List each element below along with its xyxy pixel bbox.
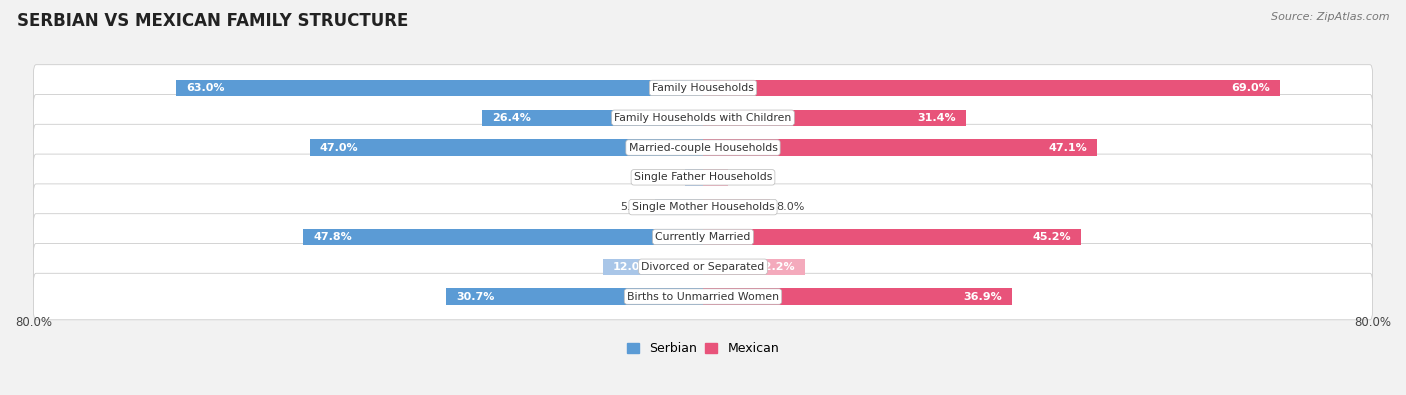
Text: 31.4%: 31.4%: [917, 113, 956, 123]
Text: 63.0%: 63.0%: [186, 83, 225, 93]
Text: 30.7%: 30.7%: [456, 292, 495, 301]
Text: Single Mother Households: Single Mother Households: [631, 202, 775, 212]
Text: 47.8%: 47.8%: [314, 232, 352, 242]
FancyBboxPatch shape: [34, 243, 1372, 290]
Bar: [302, 229, 703, 245]
Bar: [685, 169, 703, 186]
Text: SERBIAN VS MEXICAN FAMILY STRUCTURE: SERBIAN VS MEXICAN FAMILY STRUCTURE: [17, 12, 408, 30]
Legend: Serbian, Mexican: Serbian, Mexican: [624, 340, 782, 357]
Text: Family Households with Children: Family Households with Children: [614, 113, 792, 123]
Text: Single Father Households: Single Father Households: [634, 172, 772, 182]
Bar: [703, 139, 1097, 156]
Bar: [482, 109, 703, 126]
Bar: [446, 288, 703, 305]
Bar: [703, 199, 770, 215]
Text: Births to Unmarried Women: Births to Unmarried Women: [627, 292, 779, 301]
FancyBboxPatch shape: [34, 94, 1372, 141]
Bar: [603, 259, 703, 275]
Text: 8.0%: 8.0%: [776, 202, 806, 212]
FancyBboxPatch shape: [34, 154, 1372, 201]
Bar: [176, 80, 703, 96]
Text: 47.1%: 47.1%: [1049, 143, 1087, 152]
Bar: [703, 169, 728, 186]
FancyBboxPatch shape: [34, 65, 1372, 111]
FancyBboxPatch shape: [34, 273, 1372, 320]
Text: Currently Married: Currently Married: [655, 232, 751, 242]
Text: Family Households: Family Households: [652, 83, 754, 93]
Bar: [309, 139, 703, 156]
Bar: [703, 288, 1012, 305]
Text: Married-couple Households: Married-couple Households: [628, 143, 778, 152]
Text: 12.2%: 12.2%: [756, 262, 794, 272]
FancyBboxPatch shape: [34, 214, 1372, 260]
Bar: [703, 109, 966, 126]
Text: 69.0%: 69.0%: [1232, 83, 1271, 93]
Text: 5.7%: 5.7%: [620, 202, 648, 212]
Text: 26.4%: 26.4%: [492, 113, 531, 123]
Text: Divorced or Separated: Divorced or Separated: [641, 262, 765, 272]
Bar: [703, 229, 1081, 245]
Text: 47.0%: 47.0%: [319, 143, 359, 152]
Text: Source: ZipAtlas.com: Source: ZipAtlas.com: [1271, 12, 1389, 22]
FancyBboxPatch shape: [34, 184, 1372, 230]
Text: 36.9%: 36.9%: [963, 292, 1001, 301]
Text: 3.0%: 3.0%: [735, 172, 763, 182]
Bar: [703, 259, 806, 275]
Bar: [655, 199, 703, 215]
Bar: [703, 80, 1281, 96]
FancyBboxPatch shape: [34, 124, 1372, 171]
Text: 2.2%: 2.2%: [650, 172, 678, 182]
Text: 45.2%: 45.2%: [1032, 232, 1071, 242]
Text: 12.0%: 12.0%: [613, 262, 651, 272]
